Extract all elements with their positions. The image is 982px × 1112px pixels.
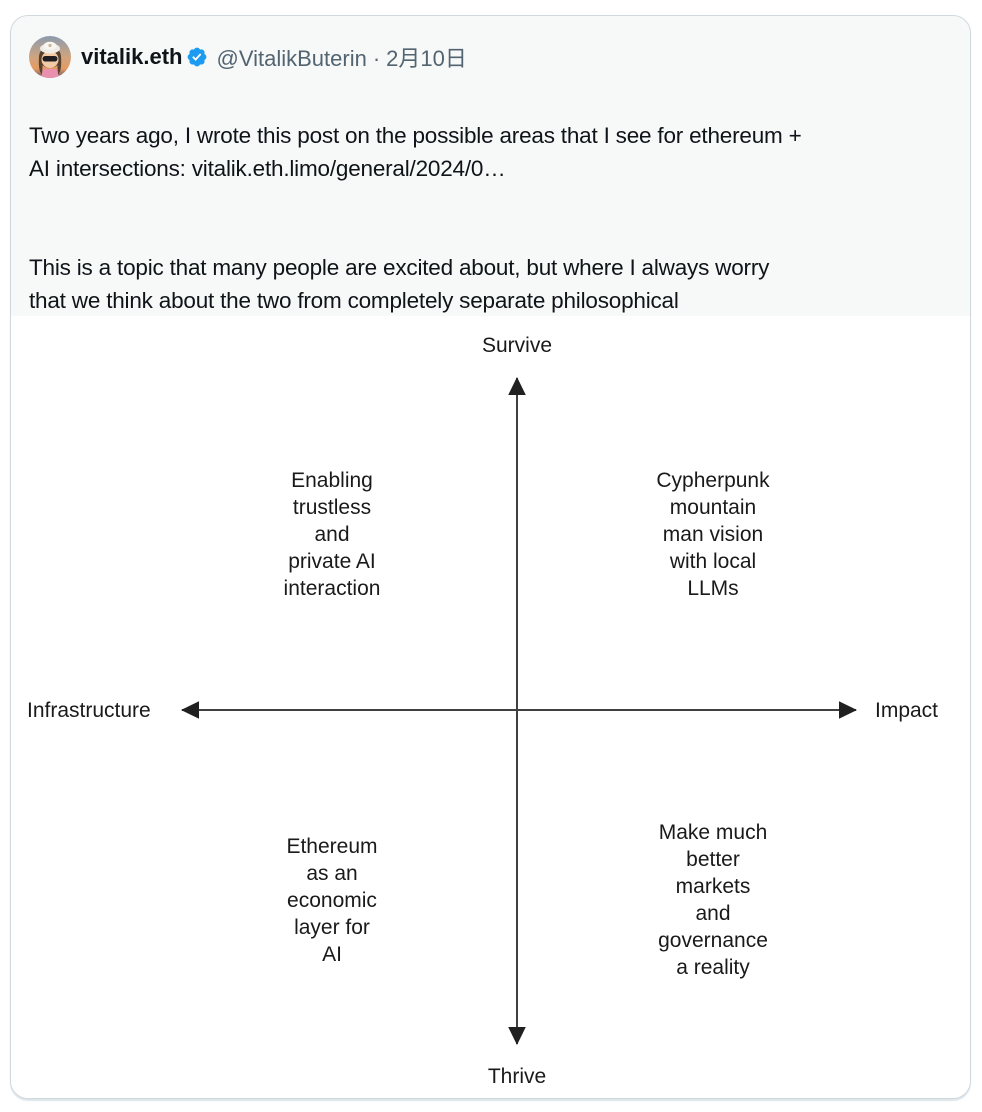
post-date[interactable]: 2月10日 xyxy=(386,46,467,71)
avatar[interactable] xyxy=(29,36,71,78)
handle[interactable]: @VitalikButerin xyxy=(216,46,367,71)
quadrant-label-top-left: Enabling trustless and private AI intera… xyxy=(283,469,381,600)
quadrant-label-bottom-right: Make much better markets and governance … xyxy=(658,821,768,979)
quadrant-label-bottom-left: Ethereum as an economic layer for AI xyxy=(286,835,378,966)
axes-arrows xyxy=(181,377,857,1045)
axis-label-thrive: Thrive xyxy=(487,1065,547,1088)
tweet-card: vitalik.eth @VitalikButerin · 2月10日 Two ye… xyxy=(10,15,971,1099)
tweet-text-1: Two years ago, I wrote this post on the … xyxy=(29,123,802,181)
separator-dot: · xyxy=(372,46,381,71)
verified-badge-icon xyxy=(188,47,207,67)
quadrant-diagram-image[interactable]: Survive Thrive Infrastructure Impact Ena… xyxy=(11,316,970,1098)
tweet-header: vitalik.eth @VitalikButerin · 2月10日 xyxy=(11,16,970,78)
axis-label-survive: Survive xyxy=(481,334,553,357)
avatar-image xyxy=(29,36,71,78)
axis-label-infrastructure: Infrastructure xyxy=(27,699,151,722)
handle-and-date: @VitalikButerin · 2月10日 xyxy=(216,41,472,73)
tweet-body: Two years ago, I wrote this post on the … xyxy=(11,78,956,383)
axis-label-impact: Impact xyxy=(875,699,939,722)
quadrant-label-top-right: Cypherpunk mountain man vision with loca… xyxy=(656,469,770,600)
tweet-paragraph-2: This is a topic that many people are exc… xyxy=(29,255,770,313)
name-row: vitalik.eth @VitalikButerin · 2月10日 xyxy=(81,41,473,73)
tweet-paragraph-1: Two years ago, I wrote this post on the … xyxy=(29,119,940,185)
post-link[interactable]: vitalik.eth.limo/general/2024/0… xyxy=(191,156,506,181)
display-name[interactable]: vitalik.eth xyxy=(81,44,183,69)
